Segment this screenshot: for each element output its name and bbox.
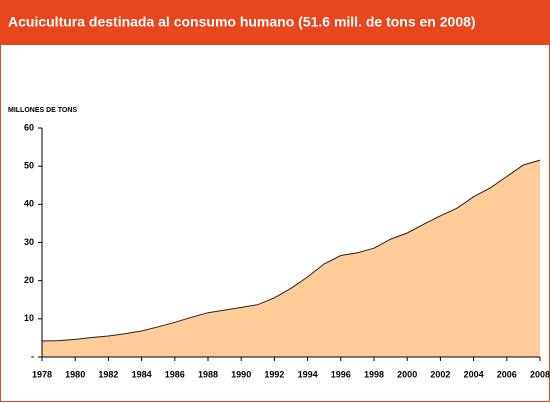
y-axis-label: MILLONES DE TONS [8, 107, 77, 114]
x-tick-label: 2002 [430, 369, 450, 379]
y-tick-label: 20 [24, 275, 34, 285]
x-tick-label: 1994 [298, 369, 318, 379]
x-tick-label: 1988 [198, 369, 218, 379]
y-tick-label: 10 [24, 313, 34, 323]
x-tick-label: 2004 [464, 369, 484, 379]
y-tick-label: 50 [24, 161, 34, 171]
y-tick-label: - [31, 351, 34, 361]
x-tick-label: 2000 [397, 369, 417, 379]
x-tick-label: 2008 [530, 369, 550, 379]
area [42, 160, 540, 357]
y-tick-label: 40 [24, 199, 34, 209]
x-tick-label: 1980 [65, 369, 85, 379]
x-tick-label: 1986 [165, 369, 185, 379]
x-tick-label: 1998 [364, 369, 384, 379]
x-tick-label: 1990 [231, 369, 251, 379]
x-tick-label: 1992 [264, 369, 284, 379]
area-outline [41, 159, 541, 342]
title-banner [0, 0, 550, 45]
y-tick-label: 60 [24, 122, 34, 132]
x-tick-label: 1982 [98, 369, 118, 379]
x-tick-label: 2006 [497, 369, 517, 379]
x-tick-label: 1996 [331, 369, 351, 379]
y-tick-label: 30 [24, 237, 34, 247]
chart-title: Acuicultura destinada al consumo humano … [8, 14, 476, 30]
x-tick-label: 1978 [32, 369, 52, 379]
x-tick-label: 1984 [132, 369, 152, 379]
